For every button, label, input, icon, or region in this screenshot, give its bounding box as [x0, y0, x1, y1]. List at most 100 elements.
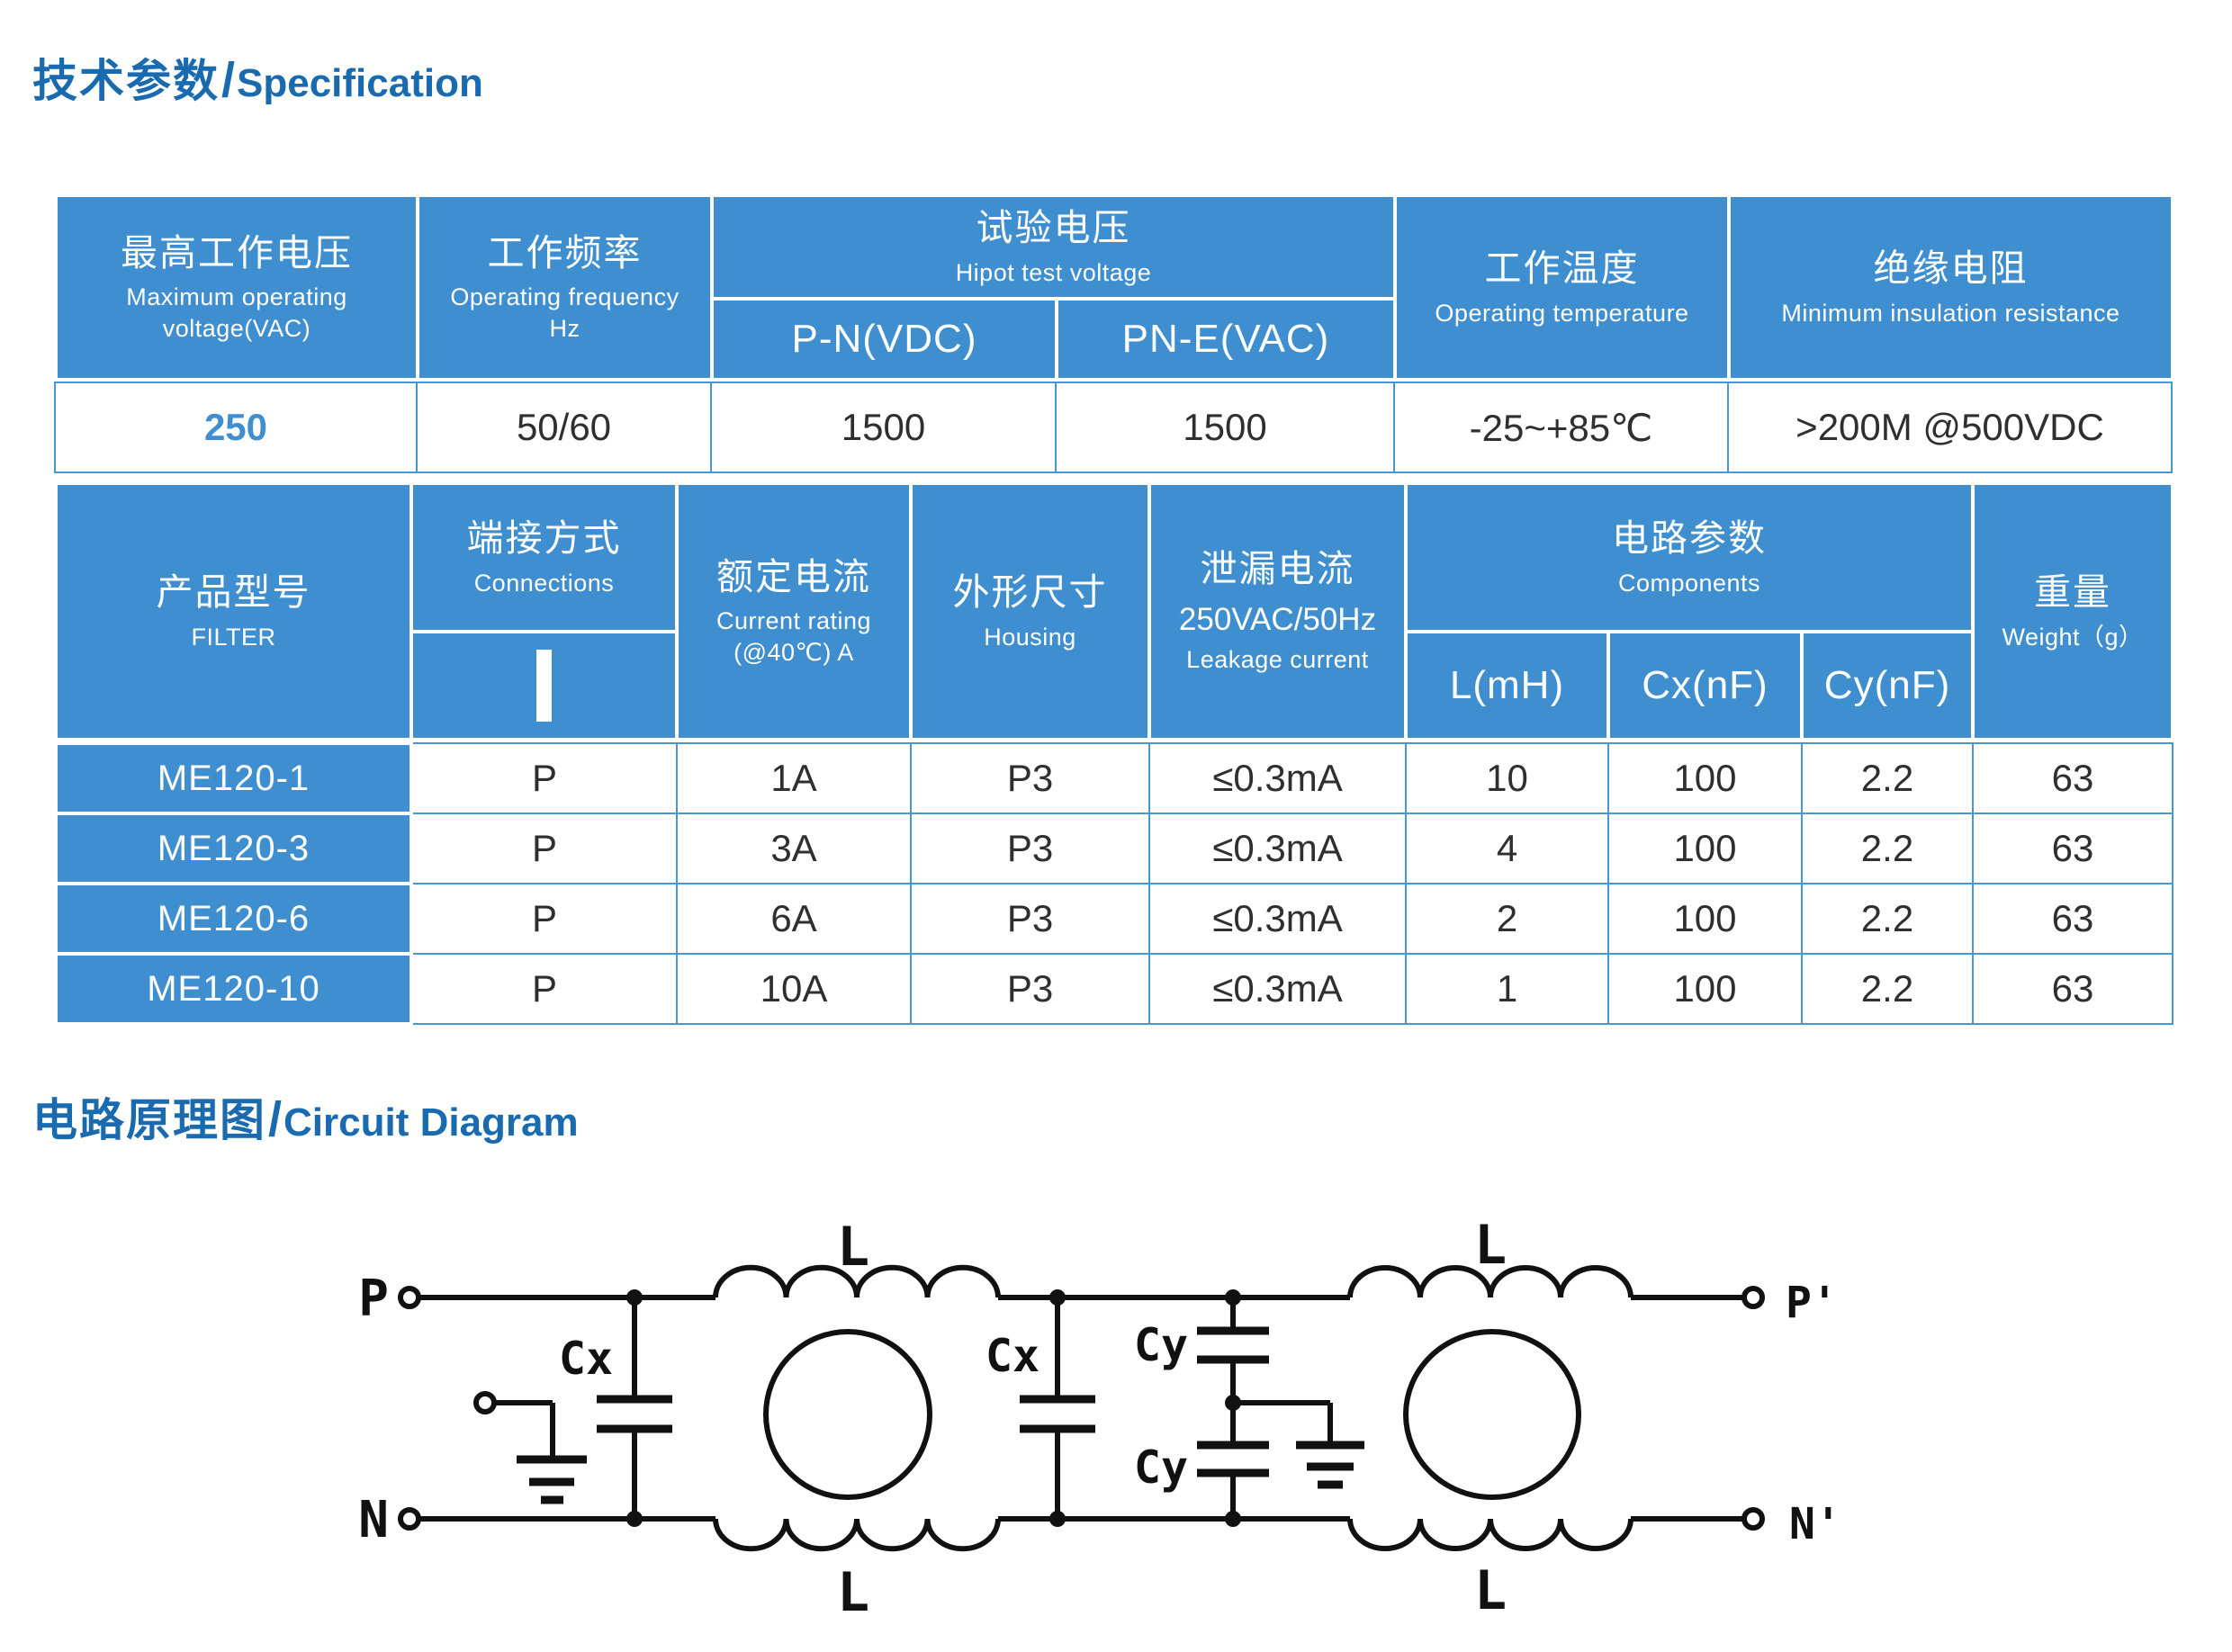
cy-cell: 2.2 — [1801, 813, 1974, 884]
cy-nf-label: Cy(nF) — [1823, 663, 1951, 707]
current-cell: 3A — [676, 813, 912, 884]
cy-cell: 2.2 — [1801, 883, 1974, 955]
col-header-model: 产品型号 FILTER — [54, 481, 413, 741]
table-row: ME120-6 P 6A P3 ≤0.3mA 2 100 2.2 63 — [54, 882, 2174, 956]
housing-cell: P3 — [910, 813, 1150, 884]
junction-dot — [1049, 1289, 1066, 1306]
spec-title-en: Specification — [237, 61, 483, 105]
current-en-line1: Current rating — [716, 607, 872, 635]
leakage-cell: ≤0.3mA — [1148, 742, 1407, 814]
spec-table: 最高工作电压 Maximum operating voltage(VAC) 工作… — [54, 193, 2174, 473]
connection-cell: P — [410, 953, 678, 1025]
terminal-ground — [473, 1391, 497, 1414]
cx-cell: 100 — [1607, 742, 1803, 814]
toroid-core-left — [763, 1329, 932, 1500]
model-cell: ME120-10 — [54, 952, 413, 1026]
insulation-en: Minimum insulation resistance — [1781, 299, 2120, 327]
cx-cell: 100 — [1607, 883, 1803, 955]
model-zh: 产品型号 — [156, 571, 311, 614]
col-header-connections: 端接方式 Connections — [410, 481, 679, 633]
junction-dots — [626, 1289, 1241, 1527]
col-header-components: 电路参数 Components — [1403, 481, 1976, 633]
ground-mid-lead — [1233, 1400, 1333, 1443]
col-header-temperature: 工作温度 Operating temperature — [1393, 193, 1731, 382]
junction-dot — [626, 1511, 643, 1527]
connection-cell: P — [410, 813, 678, 884]
col-header-frequency: 工作频率 Operating frequency Hz — [416, 193, 714, 382]
col-header-leakage: 泄漏电流 250VAC/50Hz Leakage current — [1148, 481, 1408, 741]
cx-cell: 100 — [1607, 813, 1803, 884]
insulation-zh: 绝缘电阻 — [1873, 247, 2029, 290]
pn-vdc-label: P-N(VDC) — [791, 317, 977, 361]
l-cell: 10 — [1405, 742, 1609, 814]
cx2-plates — [1020, 1395, 1095, 1433]
terminals — [398, 1286, 1765, 1531]
table-row: ME120-10 P 10A P3 ≤0.3mA 1 100 2.2 63 — [54, 952, 2174, 1026]
label-p: P — [358, 1270, 389, 1328]
circuit-diagram: P N P' N' L L L L Cx Cx Cy Cy — [358, 1214, 1841, 1624]
spec-title-divider: / — [221, 53, 236, 107]
model-table: 产品型号 FILTER 端接方式 Connections 额定电流 Curren… — [54, 481, 2175, 1026]
connections-en: Connections — [473, 569, 615, 597]
temperature-en: Operating temperature — [1435, 299, 1689, 327]
current-cell: 6A — [676, 883, 912, 955]
cx-nf-label: Cx(nF) — [1642, 663, 1768, 707]
cx-cell: 100 — [1607, 953, 1803, 1025]
col-header-current: 额定电流 Current rating (@40℃) A — [675, 481, 913, 741]
connection-cell: P — [410, 742, 678, 814]
cy-top-plates — [1197, 1326, 1269, 1364]
model-cell: ME120-1 — [54, 741, 413, 815]
hipot-zh: 试验电压 — [976, 207, 1131, 249]
ground-left-icon — [517, 1455, 587, 1504]
housing-cell: P3 — [910, 742, 1150, 814]
label-cy-bottom: Cy — [1134, 1441, 1188, 1494]
label-n: N — [358, 1491, 389, 1549]
terminal-p-out — [1742, 1286, 1765, 1309]
frequency-zh: 工作频率 — [487, 231, 643, 274]
housing-cell: P3 — [910, 883, 1150, 955]
model-cell: ME120-6 — [54, 882, 413, 956]
current-cell: 10A — [676, 953, 912, 1025]
l-mh-label: L(mH) — [1449, 663, 1565, 707]
model-table-header: 产品型号 FILTER 端接方式 Connections 额定电流 Curren… — [54, 481, 2175, 741]
spec-table-header: 最高工作电压 Maximum operating voltage(VAC) 工作… — [54, 193, 2174, 382]
l-cell: 1 — [1405, 953, 1609, 1025]
weight-zh: 重量 — [2034, 571, 2112, 614]
circuit-section-title: 电路原理图/Circuit Diagram — [32, 1084, 579, 1149]
hipot-en: Hipot test voltage — [955, 258, 1152, 286]
temperature-value: -25~+85℃ — [1393, 382, 1729, 473]
connections-type-cell — [410, 630, 679, 741]
col-header-pne-vac: PN-E(VAC) — [1055, 297, 1397, 382]
frequency-en-line2: Hz — [549, 315, 580, 343]
col-header-insulation: 绝缘电阻 Minimum insulation resistance — [1727, 193, 2174, 382]
weight-cell: 63 — [1972, 953, 2174, 1025]
vertical-bar-icon — [536, 650, 552, 722]
inductor-bottom-left — [713, 1518, 1001, 1552]
circuit-wires — [419, 1264, 1743, 1552]
housing-zh: 外形尺寸 — [952, 571, 1108, 614]
ground-left-lead — [495, 1400, 555, 1458]
label-cx-left: Cx — [559, 1333, 613, 1385]
label-l-top-right: L — [1474, 1214, 1507, 1277]
max-voltage-zh: 最高工作电压 — [121, 231, 353, 274]
leakage-zh: 泄漏电流 — [1200, 548, 1355, 590]
cx1-plates — [597, 1395, 672, 1433]
components-en: Components — [1617, 569, 1761, 597]
current-en-line2: (@40℃) A — [734, 639, 854, 667]
circuit-title-divider: / — [268, 1092, 283, 1146]
housing-cell: P3 — [910, 953, 1150, 1025]
junction-dot — [1049, 1511, 1066, 1527]
leakage-en: Leakage current — [1186, 646, 1369, 674]
table-row: ME120-1 P 1A P3 ≤0.3mA 10 100 2.2 63 — [54, 741, 2174, 815]
junction-dot — [1225, 1395, 1241, 1411]
weight-en: Weight（g） — [2002, 623, 2144, 651]
label-cx-mid: Cx — [986, 1330, 1040, 1382]
label-cy-top: Cy — [1134, 1319, 1188, 1371]
insulation-value: >200M @500VDC — [1727, 382, 2173, 473]
pne-vac-label: PN-E(VAC) — [1121, 317, 1330, 361]
model-en: FILTER — [191, 623, 276, 651]
inductor-top-left — [713, 1264, 1001, 1298]
l-cell: 2 — [1405, 883, 1609, 955]
current-cell: 1A — [676, 742, 912, 814]
